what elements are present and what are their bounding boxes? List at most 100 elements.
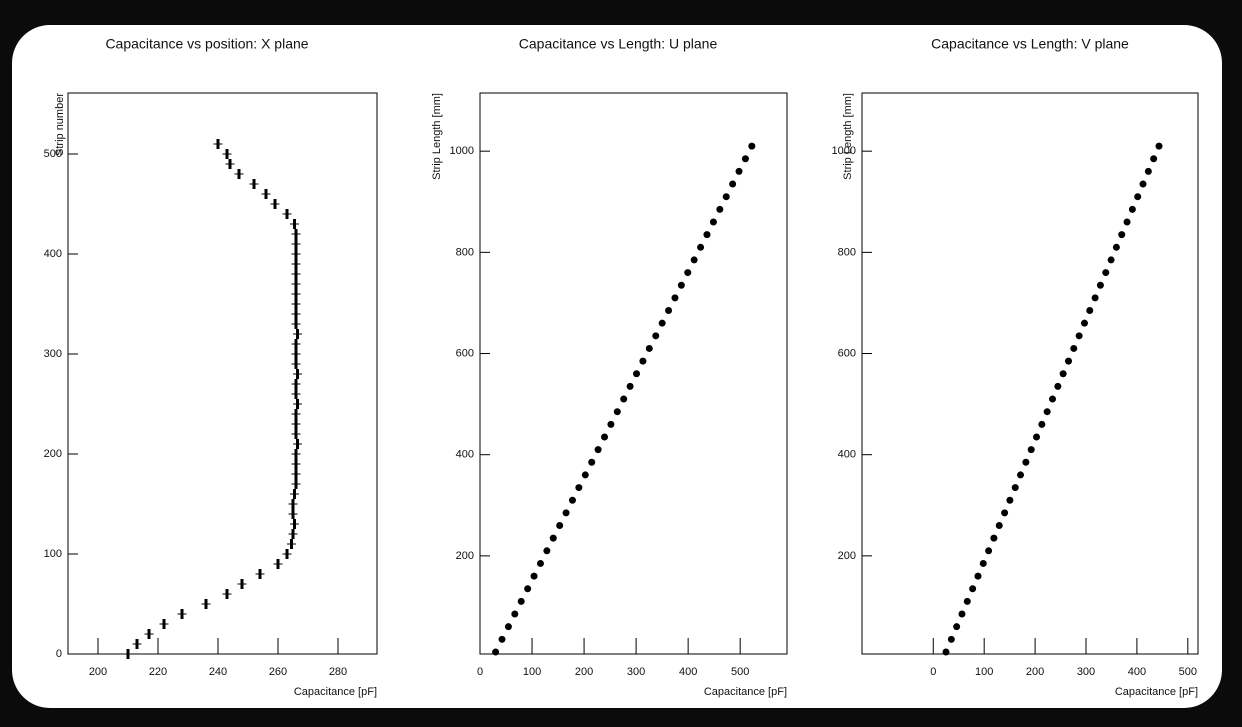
point [1091,294,1099,302]
x-tick-label: 280 [329,666,347,678]
x-tick-label: 100 [523,666,541,678]
y-tick-label: 600 [456,347,474,359]
y-tick-label: 200 [456,550,474,562]
y-tick-label: 800 [838,246,856,258]
point [748,142,756,150]
point [294,259,298,269]
point [947,635,955,643]
x-tick-label: 300 [1077,666,1095,678]
point [562,509,570,517]
point [594,446,602,454]
point [258,569,262,579]
point [1112,243,1120,251]
y-tick-label: 800 [456,246,474,258]
point [1107,256,1115,264]
chart-title: Capacitance vs Length: V plane [931,36,1129,52]
point [1054,382,1062,390]
point [1096,281,1104,289]
point [294,389,298,399]
point [291,529,295,539]
y-tick-label: 1000 [832,145,856,157]
x-tick-label: 220 [149,666,167,678]
point [1022,458,1030,466]
point [652,332,660,340]
point [204,599,208,609]
y-tick-label: 200 [838,550,856,562]
plot-frame [861,92,1199,655]
y-tick-label: 400 [456,449,474,461]
point [735,167,743,175]
point [677,281,685,289]
point [665,307,673,315]
point [162,619,166,629]
point [147,629,151,639]
point [995,522,1003,530]
point [613,408,621,416]
y-tick-label: 200 [44,448,62,460]
point [291,499,295,509]
y-tick-label: 1000 [450,145,474,157]
chart-title: Capacitance vs Length: U plane [519,36,718,52]
x-tick-label: 200 [575,666,593,678]
point [942,648,950,656]
y-tick-label: 300 [44,348,62,360]
point [1118,231,1126,239]
point [294,309,298,319]
x-axis-label: Capacitance [pF] [704,686,787,698]
point [1144,167,1152,175]
point [741,155,749,163]
point [1033,433,1041,441]
point [498,635,506,643]
x-tick-label: 200 [89,666,107,678]
point [237,169,241,179]
point [294,469,298,479]
point [294,349,298,359]
chart-title: Capacitance vs position: X plane [105,36,308,52]
point [985,547,993,555]
point [1134,193,1142,201]
point [524,585,532,593]
point [252,179,256,189]
point [729,180,737,188]
y-axis-label: Strip number [54,93,66,156]
point [294,359,298,369]
point [1139,180,1147,188]
point [690,256,698,264]
point [293,519,296,529]
point [1075,332,1083,340]
y-tick-label: 600 [838,347,856,359]
point [979,559,987,567]
point [228,159,232,169]
x-tick-label: 200 [1026,666,1044,678]
point [703,231,711,239]
point [294,339,298,349]
point [1038,420,1046,428]
point [296,329,299,339]
point [958,610,966,618]
point [639,357,647,365]
point [607,420,615,428]
point [276,559,280,569]
point [1128,205,1136,213]
point [135,639,139,649]
x-tick-label: 100 [975,666,993,678]
point [633,370,641,378]
point [1049,395,1057,403]
x-tick-label: 240 [209,666,227,678]
point [294,409,298,419]
point [296,439,299,449]
point [645,344,653,352]
point [969,585,977,593]
point [225,149,229,159]
point [684,269,692,277]
point [296,399,299,409]
point [504,623,512,631]
point [543,547,551,555]
point [658,319,666,327]
point [511,610,519,618]
point [291,509,295,519]
point [294,419,298,429]
point [1123,218,1131,226]
